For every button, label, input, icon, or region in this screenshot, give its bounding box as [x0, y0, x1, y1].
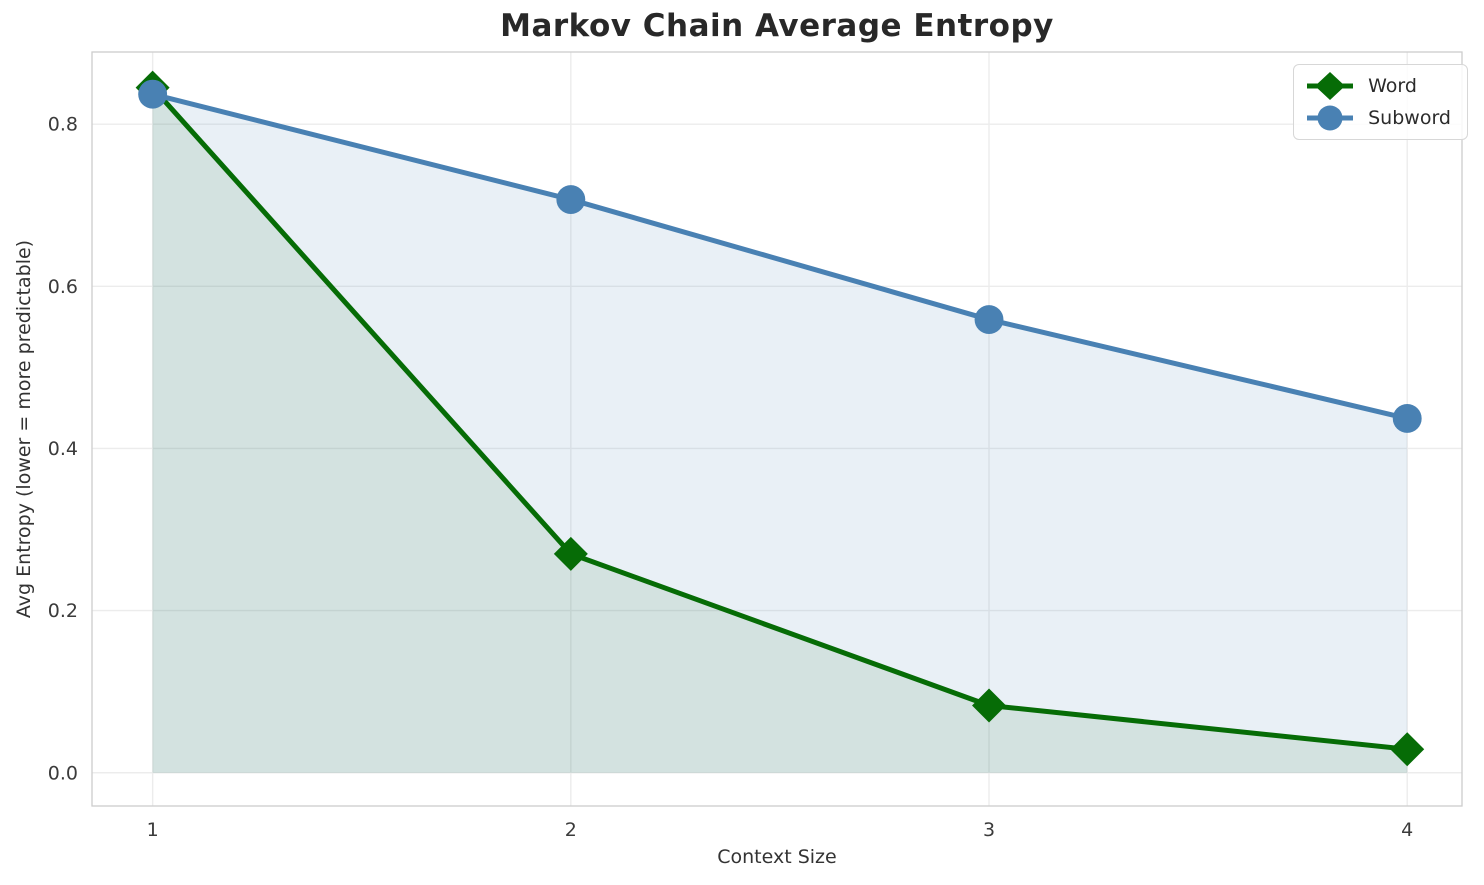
circle-marker-subword-point: [138, 79, 168, 109]
circle-marker-subword-point: [974, 305, 1004, 334]
diamond-marker-word-point: [972, 688, 1007, 723]
y-tick-label: 0.6: [48, 276, 78, 298]
circle-marker-subword-point: [556, 185, 586, 215]
diamond-marker-icon: [1307, 72, 1354, 100]
y-tick-label: 0.0: [48, 762, 78, 784]
x-tick-label: 4: [1401, 819, 1413, 841]
y-axis-label: Avg Entropy (lower = more predictable): [13, 239, 35, 619]
diamond-marker-word-point: [553, 536, 588, 571]
y-tick-label: 0.8: [48, 114, 78, 136]
legend-label: Word: [1368, 75, 1417, 97]
subword-area-fill: [152, 94, 1408, 773]
chart-title: Markov Chain Average Entropy: [500, 8, 1054, 44]
circle-marker-icon: [1307, 105, 1354, 131]
legend: Word Subword: [1293, 64, 1468, 140]
x-axis-label: Context Size: [717, 846, 837, 868]
word-area-fill: [152, 87, 1408, 773]
x-tick-label: 3: [983, 819, 995, 841]
legend-item-subword: Subword: [1304, 103, 1451, 133]
legend-label: Subword: [1368, 107, 1451, 129]
diamond-marker-word-point: [1390, 732, 1425, 767]
x-tick-label: 1: [147, 819, 159, 841]
circle-marker-subword-point: [1392, 404, 1422, 433]
word-series-line: [150, 85, 1410, 752]
legend-item-word: Word: [1304, 71, 1451, 101]
y-tick-label: 0.2: [48, 600, 78, 622]
axes-spines: [91, 51, 1463, 807]
subword-series-line: [150, 91, 1410, 421]
x-tick-label: 2: [565, 819, 577, 841]
y-tick-label: 0.4: [48, 438, 78, 460]
